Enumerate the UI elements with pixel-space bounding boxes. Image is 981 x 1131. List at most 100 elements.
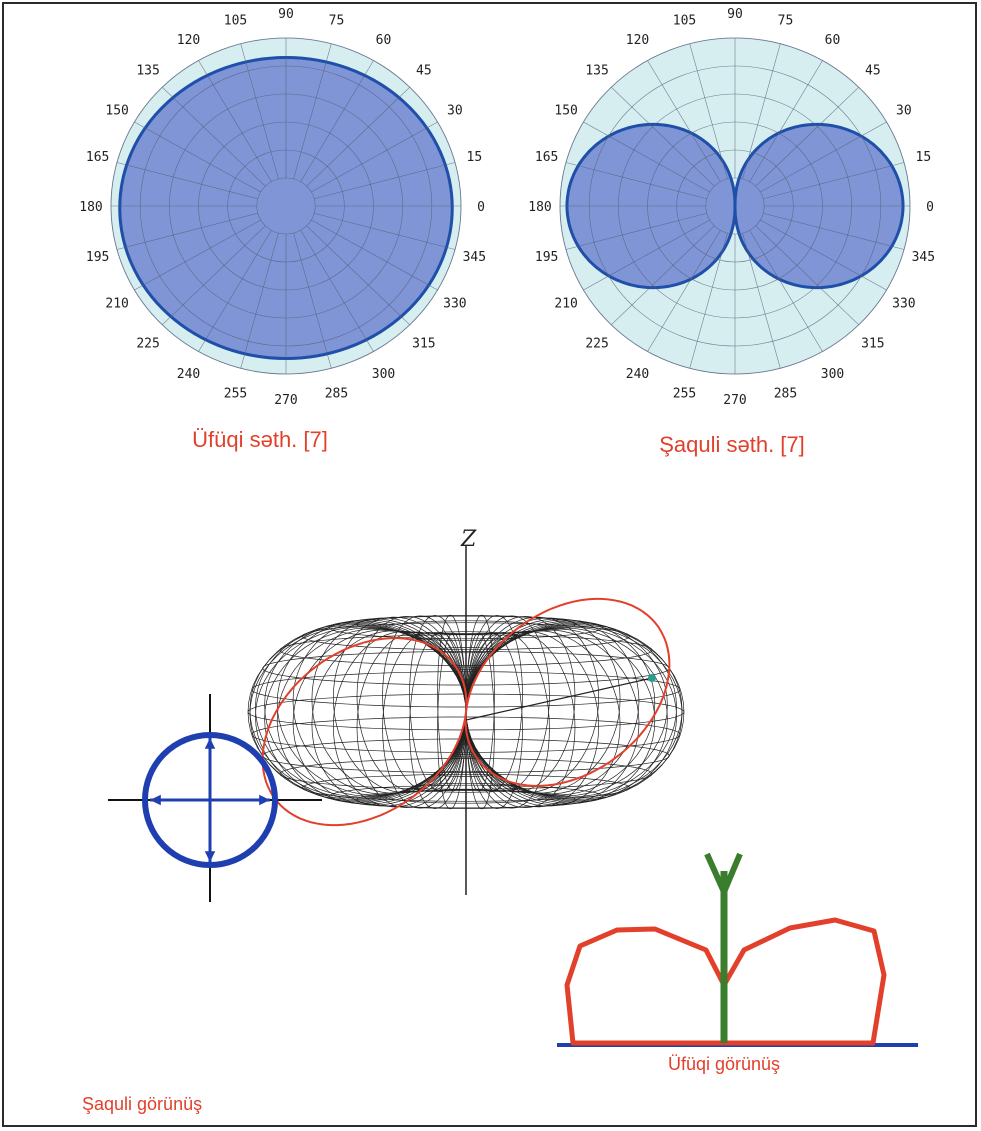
torus-parallel — [433, 647, 499, 654]
vertical-plane-polar-plot: 0 15 30 45 60 75 90 105 120 135 150 165 180 195 210 225… — [528, 7, 935, 408]
polar-grid-spoke — [742, 232, 781, 369]
polar-grid-spoke — [311, 219, 438, 291]
angle-tick-label: 135 — [136, 64, 159, 79]
polar-grid-spoke — [134, 219, 261, 291]
angle-tick-label: 30 — [896, 104, 912, 119]
vertical-plane-caption: Şaquli səth. [7] — [659, 432, 805, 457]
arrow-head — [150, 794, 161, 806]
polar-grid-spoke — [198, 60, 272, 182]
arrow-head — [204, 851, 216, 862]
polar-grid-spoke — [647, 230, 721, 352]
z-axis-label: Z — [460, 527, 477, 552]
torus-parallel — [279, 634, 653, 666]
polar-grid-spoke — [116, 162, 258, 200]
polar-grid-spoke — [565, 212, 707, 250]
angle-tick-label: 285 — [774, 386, 797, 401]
polar-grid-spoke — [583, 121, 710, 193]
angle-tick-label: 255 — [224, 386, 247, 401]
polar-grid-spoke — [755, 225, 859, 326]
polar-grid-spoke — [565, 162, 707, 200]
polar-grid-spoke — [116, 212, 258, 250]
angle-tick-label: 45 — [416, 64, 432, 79]
polar-grid-spoke — [162, 225, 266, 326]
angle-tick-label: 285 — [325, 386, 348, 401]
omni-pattern-circle — [142, 732, 278, 868]
polar-grid-spoke — [611, 225, 715, 326]
angle-tick-label: 195 — [86, 250, 109, 265]
polar-grid-spoke — [749, 60, 823, 182]
polar-grid-spoke — [755, 86, 859, 187]
polar-grid-spoke — [763, 162, 905, 200]
angle-tick-label: 105 — [673, 14, 696, 29]
polar-grid-spoke — [689, 232, 728, 369]
polar-grid-spoke — [306, 86, 410, 187]
polar-grid-spoke — [293, 232, 332, 369]
angle-tick-label: 165 — [535, 150, 558, 165]
torus-parallel — [251, 671, 681, 708]
angle-tick-label: 210 — [554, 297, 577, 312]
polar-grid-spoke — [311, 121, 438, 193]
radius-vector — [465, 677, 653, 721]
angle-tick-label: 270 — [274, 393, 297, 408]
angle-tick-label: 120 — [626, 33, 649, 48]
torus-parallel — [247, 693, 685, 731]
angle-tick-label: 300 — [821, 367, 844, 382]
torus-parallel — [450, 666, 481, 670]
polar-grid-spoke — [742, 43, 781, 180]
torus-meridian — [465, 631, 576, 808]
horizontal-plane-caption: Üfüqi səth. [7] — [192, 427, 328, 452]
angle-tick-label: 240 — [626, 367, 649, 382]
polar-grid-spoke — [240, 43, 279, 180]
polar-grid-spoke — [162, 86, 266, 187]
polar-grid-spoke — [300, 60, 374, 182]
polar-grid-spoke — [760, 121, 887, 193]
polar-grid-spoke — [293, 43, 332, 180]
angle-tick-label: 30 — [447, 104, 463, 119]
angle-tick-label: 300 — [372, 367, 395, 382]
angle-tick-label: 345 — [912, 250, 935, 265]
angle-tick-label: 315 — [412, 336, 435, 351]
polar-grid-spoke — [689, 43, 728, 180]
angle-tick-label: 255 — [673, 386, 696, 401]
vertical-cut-curve — [261, 597, 671, 827]
horizontal-view-diagram — [557, 852, 918, 1047]
polar-grid-spoke — [760, 219, 887, 291]
polar-grid-spoke — [749, 230, 823, 352]
angle-tick-label: 150 — [105, 104, 128, 119]
angle-tick-label: 60 — [376, 33, 392, 48]
polar-grid-spoke — [240, 232, 279, 369]
torus-meridian — [356, 616, 467, 793]
torus-parallel — [251, 716, 681, 753]
angle-tick-label: 45 — [865, 64, 881, 79]
torus-parallel — [461, 688, 471, 691]
polar-grid-spoke — [314, 162, 456, 200]
angle-tick-label: 180 — [79, 200, 102, 215]
angle-tick-label: 15 — [916, 150, 932, 165]
arrow-head — [259, 794, 270, 806]
angle-tick-label: 0 — [477, 200, 485, 215]
angle-tick-label: 240 — [177, 367, 200, 382]
3d-radiation-pattern-torus — [247, 545, 685, 895]
antenna-element — [721, 852, 743, 894]
polar-grid-spoke — [647, 60, 721, 182]
angle-tick-label: 270 — [723, 393, 746, 408]
angle-tick-label: 180 — [528, 200, 551, 215]
polar-grid-spoke — [763, 212, 905, 250]
torus-parallel — [433, 770, 499, 777]
angle-tick-label: 60 — [825, 33, 841, 48]
angle-tick-label: 75 — [329, 14, 345, 29]
polar-grid-spoke — [306, 225, 410, 326]
angle-tick-label: 330 — [892, 297, 915, 312]
angle-tick-label: 15 — [467, 150, 483, 165]
polar-grid-spoke — [314, 212, 456, 250]
antenna-element — [704, 852, 727, 894]
torus-parallel — [411, 782, 521, 793]
polar-grid-spoke — [583, 219, 710, 291]
torus-parallel — [384, 620, 548, 635]
vertical-view-caption: Şaquli görünüş — [82, 1094, 202, 1114]
angle-tick-label: 75 — [778, 14, 794, 29]
polar-grid-spoke — [198, 230, 272, 352]
angle-tick-label: 210 — [105, 297, 128, 312]
torus-parallel — [302, 622, 630, 651]
